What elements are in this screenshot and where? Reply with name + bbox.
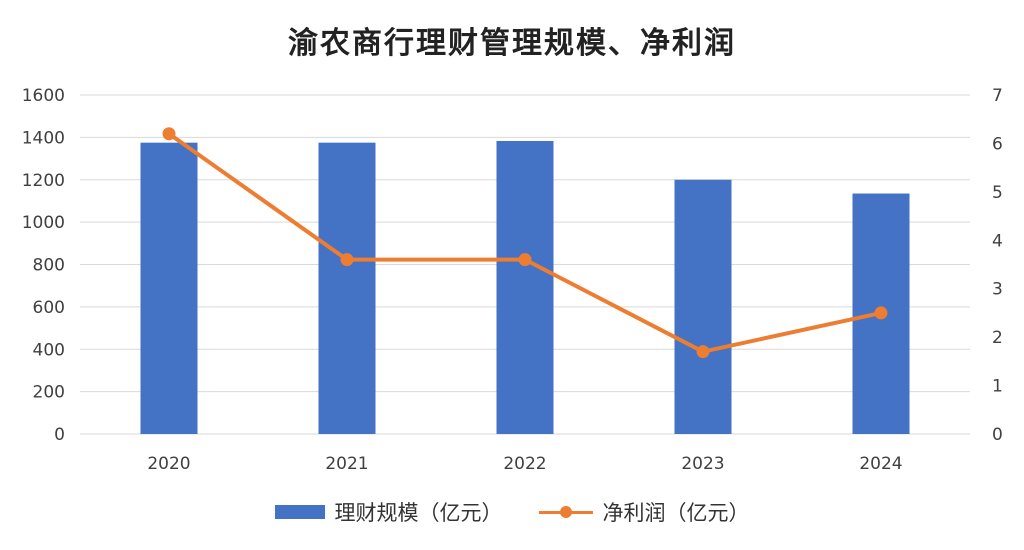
chart-title: 渝农商行理财管理规模、净利润 xyxy=(288,26,736,61)
line-point xyxy=(162,127,176,141)
line-point xyxy=(696,345,710,359)
y-right-tick-label: 4 xyxy=(992,231,1003,251)
legend-item-bar: 理财规模（亿元） xyxy=(274,497,503,527)
y-left-tick-label: 200 xyxy=(33,383,65,403)
x-tick-label: 2024 xyxy=(859,454,902,474)
y-left-tick-label: 1200 xyxy=(22,171,65,191)
x-tick-label: 2022 xyxy=(503,454,546,474)
x-tick-label: 2020 xyxy=(147,454,190,474)
y-right-tick-label: 5 xyxy=(992,183,1003,203)
y-left-tick-label: 0 xyxy=(54,425,65,445)
legend: 理财规模（亿元） 净利润（亿元） xyxy=(0,497,1024,527)
bar xyxy=(140,142,198,434)
y-left-tick-label: 600 xyxy=(33,298,65,318)
y-right-tick-label: 1 xyxy=(992,377,1003,397)
x-tick-label: 2021 xyxy=(325,454,368,474)
y-right-tick-label: 3 xyxy=(992,280,1003,300)
line-point xyxy=(874,306,888,320)
y-right-tick-label: 0 xyxy=(992,425,1003,445)
y-left-tick-label: 1000 xyxy=(22,213,65,233)
legend-line-label: 净利润（亿元） xyxy=(602,501,750,525)
bar xyxy=(496,140,554,434)
bar xyxy=(318,142,376,434)
y-left-tick-label: 1400 xyxy=(22,128,65,148)
legend-bar-label: 理财规模（亿元） xyxy=(334,501,503,525)
y-left-tick-label: 1600 xyxy=(22,86,65,106)
legend-line-swatch xyxy=(538,505,593,519)
x-tick-label: 2023 xyxy=(681,454,724,474)
y-left-tick-label: 800 xyxy=(33,256,65,276)
line-point xyxy=(518,253,532,267)
y-right-tick-label: 2 xyxy=(992,328,1003,348)
line-point xyxy=(340,253,354,267)
legend-item-line: 净利润（亿元） xyxy=(538,497,750,527)
y-right-tick-label: 7 xyxy=(992,86,1003,106)
y-left-tick-label: 400 xyxy=(33,340,65,360)
y-right-tick-label: 6 xyxy=(992,134,1003,154)
legend-bar-swatch xyxy=(274,505,325,519)
bar xyxy=(674,179,732,434)
